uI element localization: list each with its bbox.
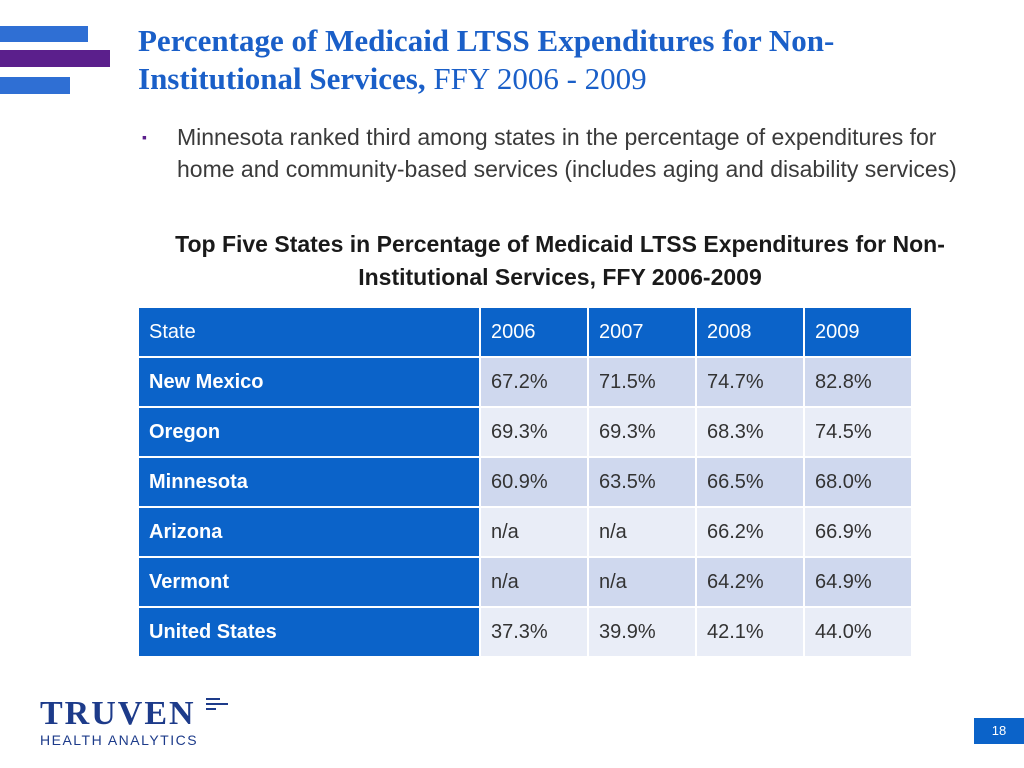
row-value: 71.5% (587, 356, 697, 408)
logo-subtitle: HEALTH ANALYTICS (40, 732, 199, 748)
row-value: 37.3% (479, 606, 589, 658)
row-value: 39.9% (587, 606, 697, 658)
row-value: 82.8% (803, 356, 913, 408)
row-value: 68.0% (803, 456, 913, 508)
row-value: n/a (479, 556, 589, 608)
header-2008: 2008 (695, 306, 805, 358)
page-number: 18 (974, 718, 1024, 744)
expenditures-table: State 2006 2007 2008 2009 New Mexico 67.… (137, 306, 913, 658)
row-state-name: Minnesota (137, 456, 481, 508)
row-value: 64.9% (803, 556, 913, 608)
bullet-point: ▪ Minnesota ranked third among states in… (142, 121, 992, 185)
row-value: n/a (587, 506, 697, 558)
header-2007: 2007 (587, 306, 697, 358)
logo-name: TRUVEN (40, 695, 196, 732)
truven-logo: TRUVEN HEALTH ANALYTICS (40, 695, 228, 748)
table-header-row: State 2006 2007 2008 2009 (137, 306, 913, 358)
logo-lines-icon (206, 698, 228, 712)
row-value: 60.9% (479, 456, 589, 508)
table-row: Vermont n/a n/a 64.2% 64.9% (137, 556, 913, 608)
row-value: 64.2% (695, 556, 805, 608)
row-value: 44.0% (803, 606, 913, 658)
slide-title: Percentage of Medicaid LTSS Expenditures… (138, 22, 998, 98)
row-value: 63.5% (587, 456, 697, 508)
bullet-text: Minnesota ranked third among states in t… (177, 124, 957, 182)
header-2006: 2006 (479, 306, 589, 358)
bullet-square-icon: ▪ (142, 129, 147, 145)
row-value: 74.5% (803, 406, 913, 458)
table-row: United States 37.3% 39.9% 42.1% 44.0% (137, 606, 913, 658)
table-row: Minnesota 60.9% 63.5% 66.5% 68.0% (137, 456, 913, 508)
header-state: State (137, 306, 481, 358)
table-row: Oregon 69.3% 69.3% 68.3% 74.5% (137, 406, 913, 458)
decorative-bar-top (0, 26, 88, 42)
row-value: 66.5% (695, 456, 805, 508)
row-state-name: Oregon (137, 406, 481, 458)
table-row: New Mexico 67.2% 71.5% 74.7% 82.8% (137, 356, 913, 408)
row-value: 67.2% (479, 356, 589, 408)
table-row: Arizona n/a n/a 66.2% 66.9% (137, 506, 913, 558)
row-value: 66.2% (695, 506, 805, 558)
row-value: 74.7% (695, 356, 805, 408)
row-value: 68.3% (695, 406, 805, 458)
row-value: n/a (479, 506, 589, 558)
decorative-bar-middle (0, 50, 110, 67)
header-2009: 2009 (803, 306, 913, 358)
table-title: Top Five States in Percentage of Medicai… (175, 231, 945, 290)
row-value: 42.1% (695, 606, 805, 658)
slide-title-bold: Percentage of Medicaid LTSS Expenditures… (138, 23, 835, 96)
row-value: n/a (587, 556, 697, 608)
row-state-name: Vermont (137, 556, 481, 608)
slide-title-years: FFY 2006 - 2009 (425, 61, 647, 96)
row-state-name: New Mexico (137, 356, 481, 408)
row-state-name: Arizona (137, 506, 481, 558)
row-value: 66.9% (803, 506, 913, 558)
decorative-bar-bottom (0, 77, 70, 94)
row-value: 69.3% (587, 406, 697, 458)
row-value: 69.3% (479, 406, 589, 458)
row-state-name: United States (137, 606, 481, 658)
